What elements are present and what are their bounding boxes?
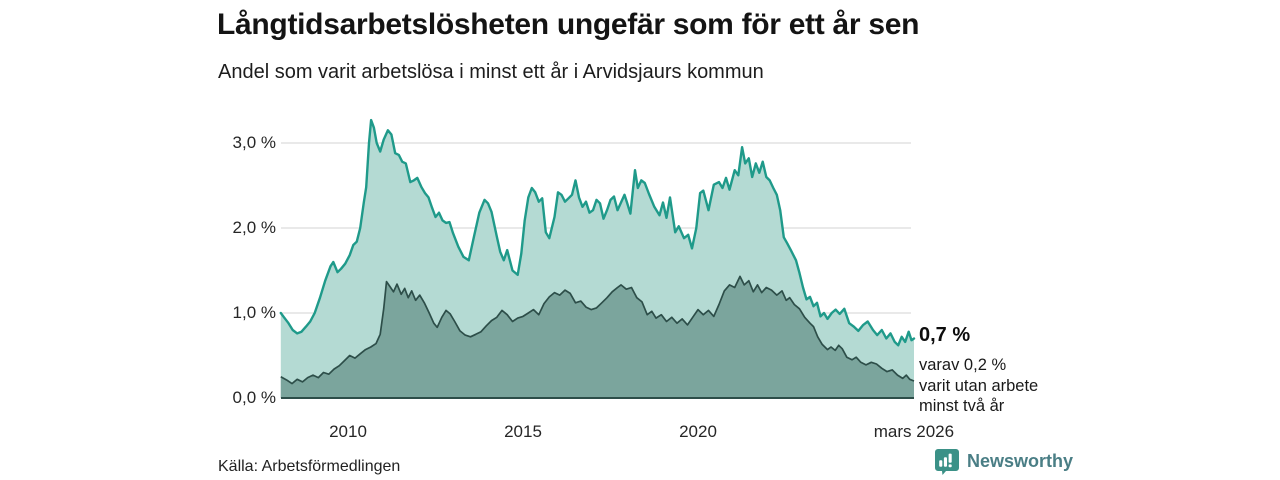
source-note: Källa: Arbetsförmedlingen xyxy=(218,458,401,475)
newsworthy-brand-link[interactable]: Newsworthy xyxy=(934,448,1073,475)
y-axis-label: 2,0 % xyxy=(232,218,276,237)
page-subtitle: Andel som varit arbetslösa i minst ett å… xyxy=(218,61,764,83)
end-value-annotation: 0,7 % varav 0,2 % varit utan arbete mins… xyxy=(919,324,1119,417)
x-axis-label: 2015 xyxy=(504,422,542,441)
end-value-label: 0,7 % xyxy=(919,324,971,346)
newsworthy-brand-text: Newsworthy xyxy=(967,451,1074,471)
x-axis-label: mars 2026 xyxy=(873,422,955,441)
line-min-two-years xyxy=(280,275,915,385)
annotation-line: varav 0,2 % xyxy=(919,356,1007,374)
newsworthy-logo-icon xyxy=(935,449,959,475)
y-axis-label: 3,0 % xyxy=(232,133,276,152)
annotation-line: minst två år xyxy=(919,397,1005,415)
y-axis-label: 1,0 % xyxy=(232,303,276,322)
page-title: Långtidsarbetslösheten ungefär som för e… xyxy=(217,8,920,41)
annotation-line: varit utan arbete xyxy=(919,376,1039,395)
line-min-one-year xyxy=(279,118,916,347)
y-axis-label: 0,0 % xyxy=(232,388,276,407)
x-axis-label: 2010 xyxy=(329,422,367,441)
x-axis-label: 2020 xyxy=(679,422,717,441)
area-min-two-years xyxy=(280,276,914,398)
